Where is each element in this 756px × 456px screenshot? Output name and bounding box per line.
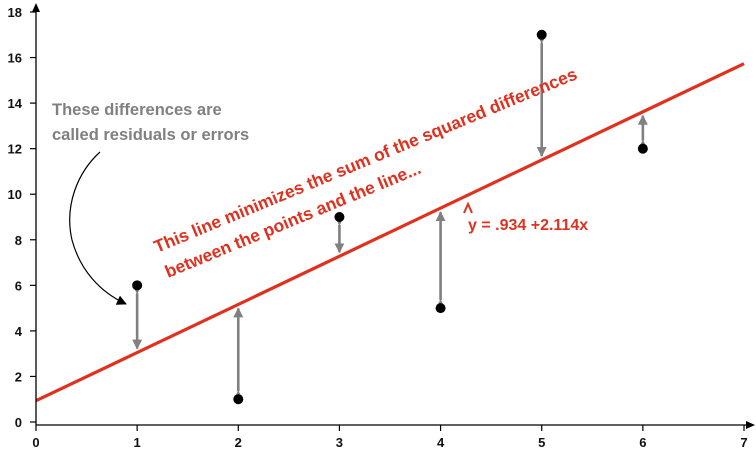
data-point <box>132 280 143 291</box>
y-tick-label: 14 <box>8 96 23 111</box>
x-tick-label: 7 <box>740 435 747 450</box>
equation-caret-icon <box>463 201 473 214</box>
regression-line <box>35 62 745 403</box>
residuals-pointer-arrow <box>69 151 127 305</box>
x-tick-label: 1 <box>134 435 141 450</box>
data-point <box>334 212 345 222</box>
data-points <box>132 29 648 405</box>
data-point <box>435 303 446 314</box>
y-tick-label: 0 <box>15 415 22 430</box>
x-tick-label: 6 <box>639 435 646 450</box>
data-point <box>233 394 244 405</box>
regression-line-group <box>35 62 745 403</box>
y-ticks: 0 2 4 6 8 10 12 14 16 18 <box>8 5 36 430</box>
axes <box>32 3 755 429</box>
y-tick-label: 18 <box>8 5 22 20</box>
y-tick-label: 6 <box>15 278 22 293</box>
regression-equation: y = .934 +2.114x <box>468 217 588 234</box>
y-tick-label: 10 <box>8 187 22 202</box>
data-point <box>637 143 648 154</box>
x-tick-label: 4 <box>437 435 445 450</box>
residual-arrows <box>132 33 648 401</box>
x-tick-label: 2 <box>235 435 242 450</box>
x-ticks: 0 1 2 3 4 5 6 7 <box>32 425 748 450</box>
residuals-annotation-line2: called residuals or errors <box>52 126 249 144</box>
y-tick-label: 16 <box>8 51 22 66</box>
y-tick-label: 4 <box>15 324 23 339</box>
y-tick-label: 12 <box>8 142 22 157</box>
residuals-annotation-line1: These differences are <box>52 101 222 119</box>
x-axis-arrow-icon <box>746 421 755 429</box>
x-tick-label: 5 <box>538 435 545 450</box>
x-tick-label: 3 <box>336 435 343 450</box>
data-point <box>536 29 547 40</box>
y-tick-label: 2 <box>15 369 22 384</box>
x-tick-label: 0 <box>32 435 39 450</box>
y-axis-arrow-icon <box>32 3 40 12</box>
y-tick-label: 8 <box>15 233 22 248</box>
